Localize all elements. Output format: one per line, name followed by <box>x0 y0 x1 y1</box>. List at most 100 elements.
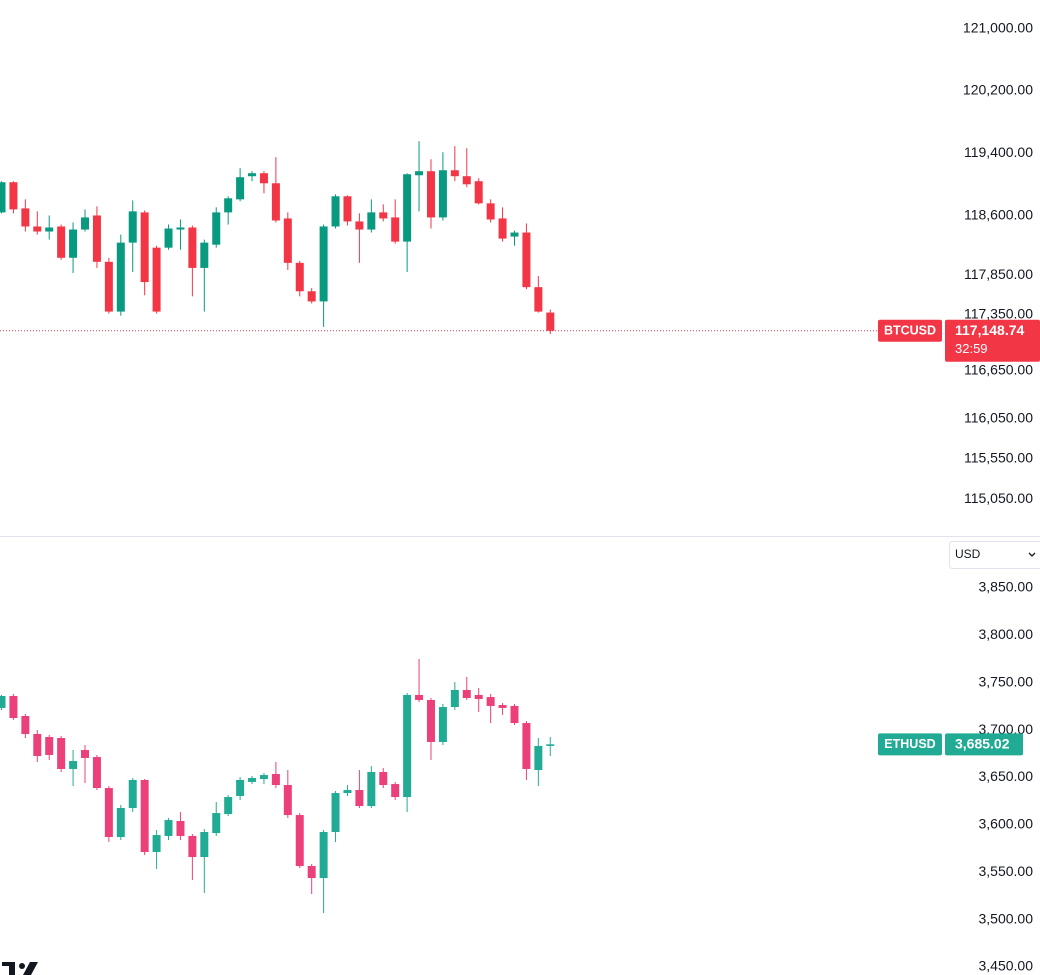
candle-body <box>271 183 280 221</box>
y-tick-label: 121,000.00 <box>963 20 1033 36</box>
candle-body <box>474 694 483 700</box>
candle-body <box>128 779 137 809</box>
candle-body <box>164 228 173 248</box>
candle-body <box>295 815 304 867</box>
candle-body <box>212 813 221 834</box>
symbol-tag <box>878 733 942 756</box>
candle-body <box>92 215 101 262</box>
y-tick-label: 3,850.00 <box>979 579 1034 595</box>
candle-body <box>486 203 495 220</box>
y-tick-label: 120,200.00 <box>963 82 1033 98</box>
candle-body <box>164 820 173 836</box>
candle-body <box>69 761 78 769</box>
candle-body <box>259 173 268 184</box>
candle-body <box>319 832 328 879</box>
candle-body <box>498 705 507 708</box>
logo-part <box>2 962 15 966</box>
candle-body <box>367 772 376 807</box>
candle-body <box>474 181 483 204</box>
selector-chevron[interactable] <box>1028 552 1036 557</box>
candle-body <box>546 312 555 331</box>
candle-body <box>140 212 149 283</box>
y-tick-label: 115,050.00 <box>964 490 1033 506</box>
y-tick-label: 119,400.00 <box>964 144 1033 160</box>
candle-body <box>104 261 113 312</box>
candle-body <box>403 694 412 798</box>
candle-body <box>343 790 352 794</box>
plot-area <box>0 141 555 334</box>
candle-body <box>176 821 185 836</box>
candle-body <box>391 217 400 242</box>
candle-body <box>307 291 316 302</box>
candle-body <box>271 774 280 785</box>
currency-selector[interactable]: USD <box>949 541 1040 569</box>
candle-body <box>188 227 197 268</box>
candle-body <box>307 866 316 879</box>
y-tick-label: 117,350.00 <box>964 305 1033 321</box>
candle-body <box>81 217 90 230</box>
candle-body <box>21 716 30 735</box>
candle-body <box>45 737 54 755</box>
y-tick-label: 3,700.00 <box>979 721 1034 737</box>
candle-body <box>331 793 340 833</box>
y-tick-label: 3,650.00 <box>979 768 1034 784</box>
logo-part <box>9 962 15 975</box>
candle-body <box>188 835 197 858</box>
candle-body <box>367 212 376 230</box>
candle-body <box>259 775 268 780</box>
candle-body <box>152 247 161 312</box>
candle-body <box>176 227 185 230</box>
candle-body <box>438 707 447 742</box>
pane: 3,850.00 3,800.00 3,750.00 3,700.00 3,650.00… <box>0 579 1033 974</box>
candle-body <box>248 777 257 782</box>
candle-body <box>415 694 424 700</box>
candle-body <box>33 226 42 232</box>
last-price: 3,685.02 <box>955 736 1010 752</box>
candle-body <box>498 218 507 239</box>
candle-body <box>438 170 447 218</box>
candle-body <box>21 208 30 227</box>
y-tick-label: 3,800.00 <box>979 626 1034 642</box>
candle-body <box>116 808 125 838</box>
y-tick-label: 116,050.00 <box>964 409 1033 425</box>
candle-body <box>450 170 459 177</box>
candle-body <box>510 232 519 237</box>
candle-body <box>248 173 257 177</box>
y-tick-label: 118,600.00 <box>964 207 1033 223</box>
candle-body <box>546 744 555 746</box>
candle-body <box>116 242 125 312</box>
symbol-name: BTCUSD <box>884 324 936 338</box>
candle-body <box>57 737 66 769</box>
candle-body <box>403 174 412 242</box>
candle-body <box>140 779 149 852</box>
pane: 121,000.00 120,200.00 119,400.00 118,600.00… <box>0 20 1040 506</box>
symbol-name: ETHUSD <box>884 737 935 751</box>
y-tick-label: 3,500.00 <box>979 910 1034 926</box>
candle-body <box>200 242 209 268</box>
price-tag <box>945 319 1040 362</box>
candle-body <box>450 689 459 708</box>
candle-body <box>510 705 519 724</box>
candle-body <box>415 171 424 176</box>
candle-body <box>319 226 328 302</box>
price-tag <box>945 733 1023 756</box>
candle-body <box>45 227 54 232</box>
candle-body <box>295 262 304 292</box>
candle-body <box>0 182 6 213</box>
selector-text[interactable]: USD <box>955 547 981 561</box>
logo-part <box>19 963 25 969</box>
countdown: 32:59 <box>955 341 988 356</box>
candle-body <box>534 287 543 312</box>
candle-body <box>283 218 292 263</box>
candle-body <box>236 779 245 796</box>
candle-body <box>69 229 78 258</box>
y-tick-label: 116,650.00 <box>964 361 1033 377</box>
candle-body <box>462 689 471 699</box>
y-tick-label: 117,850.00 <box>964 266 1033 282</box>
candle-body <box>152 835 161 852</box>
candle-body <box>81 750 90 758</box>
y-tick-label: 3,600.00 <box>979 816 1034 832</box>
logo <box>2 962 38 975</box>
candle-body <box>200 832 209 858</box>
selector-box[interactable] <box>949 541 1040 569</box>
